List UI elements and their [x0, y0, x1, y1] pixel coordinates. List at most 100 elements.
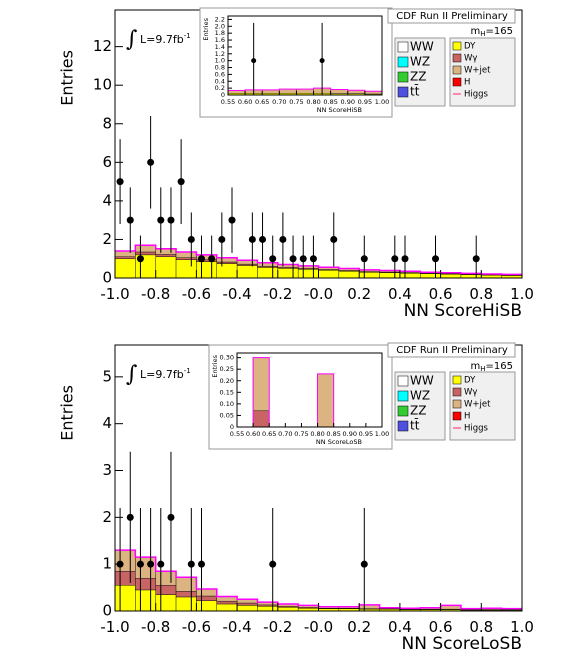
histogram-bar [175, 577, 197, 592]
legend-swatch [397, 71, 409, 83]
x-tick-label: 0.2 [347, 618, 371, 636]
histogram-bar [252, 410, 270, 427]
legend-label: WW [410, 40, 434, 54]
x-tick-label: -0.2 [263, 618, 292, 636]
inset-x-label: NN ScoreHiSB [317, 106, 362, 114]
y-tick-label: 0.10 [220, 400, 234, 408]
histogram-bar [317, 373, 334, 427]
mass-sub: H [480, 30, 485, 38]
data-point [197, 255, 205, 263]
data-point [157, 560, 165, 568]
data-point [197, 560, 205, 568]
histogram-bar [216, 603, 238, 611]
histogram-bar [216, 600, 238, 605]
legend-swatch [452, 375, 462, 385]
legend-swatch [397, 56, 409, 68]
x-tick-label: -0.8 [141, 618, 170, 636]
histogram-bar [318, 270, 340, 278]
lumi-sup: -1 [184, 367, 191, 375]
histogram-bar [135, 245, 156, 253]
data-point [360, 560, 368, 568]
y-tick-label: 0.30 [220, 354, 234, 362]
y-tick-label: 10 [93, 76, 112, 94]
data-point [126, 513, 134, 521]
x-tick-label: -0.6 [182, 285, 211, 303]
data-point [269, 560, 277, 568]
legend-swatch [452, 411, 462, 421]
histogram-bar [257, 606, 279, 611]
x-tick-label: 1.00 [375, 430, 389, 438]
x-tick-label: -0.4 [222, 285, 251, 303]
x-tick-label: 0.75 [289, 98, 303, 106]
histogram-bar [115, 256, 136, 259]
x-tick-label: -0.0 [304, 618, 333, 636]
data-point [218, 235, 226, 243]
histogram-bar [359, 272, 380, 278]
y-axis-label: Entries [58, 385, 77, 441]
x-tick-label: 0.55 [221, 98, 235, 106]
x-tick-label: -1.0 [100, 618, 129, 636]
histogram-bar [155, 570, 177, 586]
inset-x-label: NN ScoreLoSB [316, 438, 362, 446]
x-tick-label: 0.6 [429, 285, 453, 303]
x-tick-label: 0.80 [310, 430, 324, 438]
data-point [136, 560, 144, 568]
plot-frame [228, 16, 382, 95]
y-tick-label: 6 [102, 153, 112, 171]
y-tick-label: 0 [102, 269, 112, 287]
data-point [269, 255, 277, 263]
y-tick-label: 0.15 [220, 388, 234, 396]
legend-label: W+jet [464, 400, 491, 410]
legend-label: H [464, 412, 470, 422]
y-tick-label: 0.20 [220, 377, 234, 385]
x-tick-label: -0.2 [263, 285, 292, 303]
y-tick-label: 2.2 [215, 15, 225, 23]
mass-label: mH=165 [471, 361, 513, 373]
legend-swatch [452, 41, 462, 51]
histogram-bar [236, 265, 258, 278]
data-point [279, 235, 287, 243]
histogram-bar [175, 259, 197, 278]
axis-frame [236, 352, 383, 428]
histogram-bar [155, 248, 177, 255]
x-tick-label: -1.0 [100, 285, 129, 303]
data-point [167, 216, 175, 224]
data-point [251, 58, 257, 64]
y-tick-label: 4 [102, 191, 112, 209]
legend-label: WW [410, 374, 434, 388]
y-tick-label: 1 [102, 555, 112, 573]
x-tick-label: -0.8 [141, 285, 170, 303]
y-tick-label: 0 [102, 602, 112, 620]
legend-swatch [397, 86, 409, 98]
histogram-bar [115, 250, 136, 257]
histogram-bar [196, 595, 217, 601]
title-box [387, 342, 516, 358]
x-tick-label: 0.95 [359, 430, 373, 438]
x-tick-label: 0.4 [388, 618, 412, 636]
legend-label: DY [464, 376, 476, 386]
x-tick-label: 0.70 [272, 98, 286, 106]
legend-label: Wγ [464, 54, 477, 64]
x-tick-label: -0.4 [222, 618, 251, 636]
histogram-bar [262, 89, 280, 94]
x-tick-label: -0.6 [182, 618, 211, 636]
y-tick-label: 2 [102, 230, 112, 248]
title-box [387, 8, 516, 24]
lumi-text: L=9.7fb [140, 368, 184, 381]
x-tick-label: 0.85 [326, 430, 340, 438]
data-point [432, 255, 440, 263]
y-tick-label: 0.2 [215, 84, 225, 92]
x-tick-label: 0.60 [238, 98, 252, 106]
data-point [208, 255, 216, 263]
data-point [187, 560, 195, 568]
data-point [391, 255, 399, 263]
legend-label: ZZ [410, 70, 426, 84]
data-point [126, 216, 134, 224]
histogram-bar [175, 251, 197, 258]
data-point [116, 178, 124, 186]
histogram-bar [216, 261, 238, 264]
x-axis-label: NN ScoreHiSB [404, 301, 522, 321]
histogram-bar [115, 549, 136, 572]
